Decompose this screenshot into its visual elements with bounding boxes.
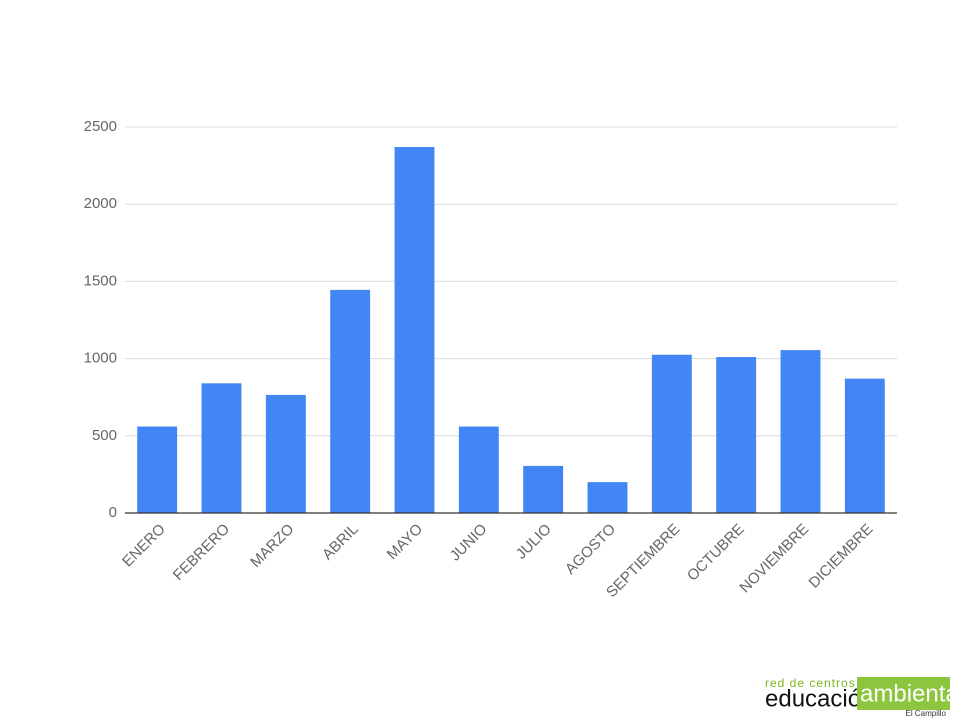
logo-box <box>857 677 950 710</box>
bar <box>330 289 371 513</box>
bar <box>716 357 757 513</box>
bar <box>780 350 821 513</box>
logo-word: educación <box>765 685 874 712</box>
bar <box>844 378 885 513</box>
bar <box>587 482 628 513</box>
x-tick-label: ABRIL <box>319 521 362 564</box>
logo: red de centros educación ambiental El Ca… <box>765 676 960 718</box>
x-tick-label: JUNIO <box>447 521 491 565</box>
bar <box>265 394 306 513</box>
x-tick-label: FEBRERO <box>170 521 233 584</box>
bar <box>394 147 435 513</box>
x-tick-label: MAYO <box>384 521 426 563</box>
x-tick-label: NOVIEMBRE <box>736 521 812 597</box>
x-tick-label: DICIEMBRE <box>806 521 877 592</box>
y-tick-label: 1000 <box>84 350 117 367</box>
logo-place: El Campillo <box>906 709 947 718</box>
bar <box>201 383 242 513</box>
bar <box>458 426 499 513</box>
y-tick-label: 500 <box>92 427 117 444</box>
logo-tagline: red de centros <box>765 676 856 690</box>
bar <box>651 354 692 513</box>
x-tick-label: OCTUBRE <box>684 521 748 585</box>
x-tick-label: JULIO <box>513 521 555 563</box>
y-tick-label: 2500 <box>84 118 117 135</box>
x-tick-label: MARZO <box>247 521 297 571</box>
x-tick-label: AGOSTO <box>562 521 619 578</box>
y-tick-label: 1500 <box>84 272 117 289</box>
y-tick-label: 0 <box>109 504 117 521</box>
bar <box>137 426 178 513</box>
logo-word: ambiental <box>860 680 960 707</box>
y-tick-label: 2000 <box>84 195 117 212</box>
x-tick-label: ENERO <box>119 521 169 571</box>
bar <box>523 465 564 513</box>
